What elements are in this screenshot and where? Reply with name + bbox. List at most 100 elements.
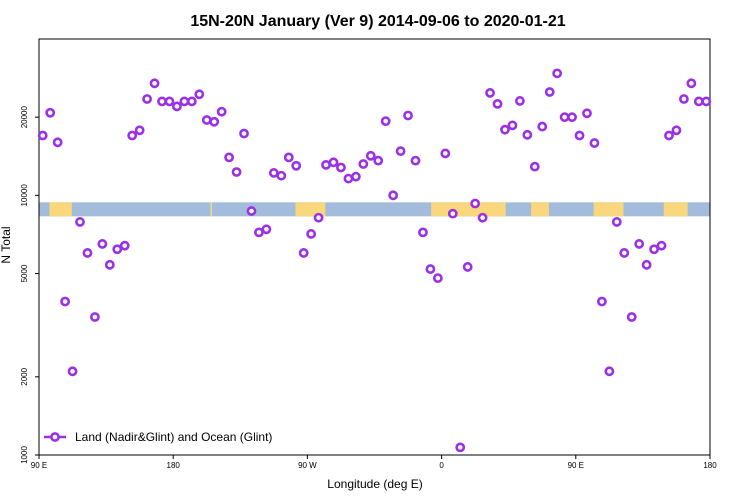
data-point: [514, 96, 525, 106]
data-point: [619, 248, 630, 258]
data-point: [380, 116, 391, 127]
land-patch: [531, 202, 549, 217]
data-point: [477, 212, 488, 223]
x-tick-label: 180: [703, 461, 717, 470]
y-tick-label: 10000: [20, 184, 29, 207]
land-patch: [431, 202, 506, 217]
data-point: [671, 125, 682, 136]
data-point: [403, 110, 413, 121]
data-point: [500, 124, 510, 135]
data-point: [604, 366, 615, 377]
data-point: [104, 259, 115, 270]
background-band: [39, 202, 710, 217]
data-point: [298, 248, 309, 258]
data-point: [201, 115, 212, 125]
land-patch: [663, 202, 688, 217]
legend: Land (Nadir&Glint) and Ocean (Glint): [44, 430, 272, 444]
data-point: [440, 148, 451, 159]
plot-frame: [38, 38, 711, 456]
data-point: [679, 94, 689, 104]
data-point: [246, 206, 257, 216]
data-point: [395, 146, 406, 157]
data-point: [350, 171, 361, 182]
y-tick-label: 20000: [20, 105, 29, 128]
land-patch: [295, 202, 326, 217]
data-point: [649, 244, 659, 255]
data-point: [134, 125, 145, 136]
data-point: [552, 68, 563, 79]
land-patch: [49, 202, 72, 217]
data-point: [418, 227, 428, 238]
data-point: [388, 190, 399, 201]
y-tick-label: 5000: [20, 264, 29, 282]
data-point: [455, 442, 466, 453]
data-point: [276, 170, 287, 181]
data-point: [142, 94, 153, 104]
data-point: [119, 240, 130, 251]
data-point: [470, 198, 481, 209]
x-axis-label: Longitude (deg E): [327, 477, 422, 491]
data-point: [462, 262, 473, 272]
data-points: [37, 68, 712, 453]
data-point: [239, 128, 249, 139]
y-axis-label: N Total: [0, 226, 13, 263]
data-point: [686, 78, 697, 89]
legend-label: Land (Nadir&Glint) and Ocean (Glint): [75, 430, 272, 444]
data-point: [157, 96, 167, 107]
chart-title: 15N-20N January (Ver 9) 2014-09-06 to 20…: [190, 13, 565, 30]
data-point: [283, 152, 294, 163]
data-point: [537, 121, 548, 132]
data-point: [365, 150, 376, 161]
data-point: [485, 88, 495, 98]
data-point: [194, 89, 205, 100]
data-point: [507, 120, 518, 131]
data-point: [432, 273, 443, 284]
data-point: [112, 244, 123, 255]
data-point: [701, 96, 712, 107]
x-tick-label: 90 W: [298, 461, 317, 470]
data-point: [172, 101, 182, 112]
y-tick-label: 1000: [20, 446, 29, 464]
x-axis: 90 E 180 90 W 0 90 E 180: [31, 455, 717, 470]
data-point: [209, 116, 220, 127]
x-tick-label: 90 E: [568, 461, 584, 470]
legend-marker: [50, 432, 60, 442]
data-point: [291, 160, 302, 171]
data-point: [67, 366, 78, 377]
data-point: [179, 96, 190, 107]
data-point: [254, 227, 264, 238]
data-point: [321, 159, 331, 170]
data-point: [45, 107, 56, 118]
data-point: [313, 212, 324, 223]
data-point: [582, 108, 592, 119]
x-tick-label: 0: [439, 461, 444, 470]
data-point: [634, 239, 645, 249]
land-patch: [210, 202, 212, 217]
data-point: [261, 224, 272, 235]
data-point: [626, 312, 637, 322]
data-point: [97, 239, 108, 249]
data-point: [75, 217, 85, 227]
data-point: [425, 264, 436, 274]
data-point: [567, 112, 577, 123]
x-tick-label: 180: [167, 461, 181, 470]
data-point: [343, 173, 354, 184]
data-point: [336, 162, 346, 173]
data-point: [664, 130, 674, 141]
data-point: [529, 161, 540, 172]
data-point: [149, 78, 160, 89]
data-point: [410, 155, 421, 166]
data-point: [492, 98, 503, 109]
data-point: [544, 87, 555, 97]
data-point: [447, 208, 458, 219]
data-point: [589, 138, 600, 148]
data-point: [358, 159, 369, 169]
y-axis: 1000 2000 5000 10000 20000: [20, 105, 39, 464]
data-point: [37, 130, 48, 141]
data-point: [522, 129, 533, 140]
y-tick-label: 2000: [20, 367, 29, 385]
data-point: [224, 152, 235, 163]
data-point: [611, 217, 622, 227]
data-point: [641, 259, 652, 270]
